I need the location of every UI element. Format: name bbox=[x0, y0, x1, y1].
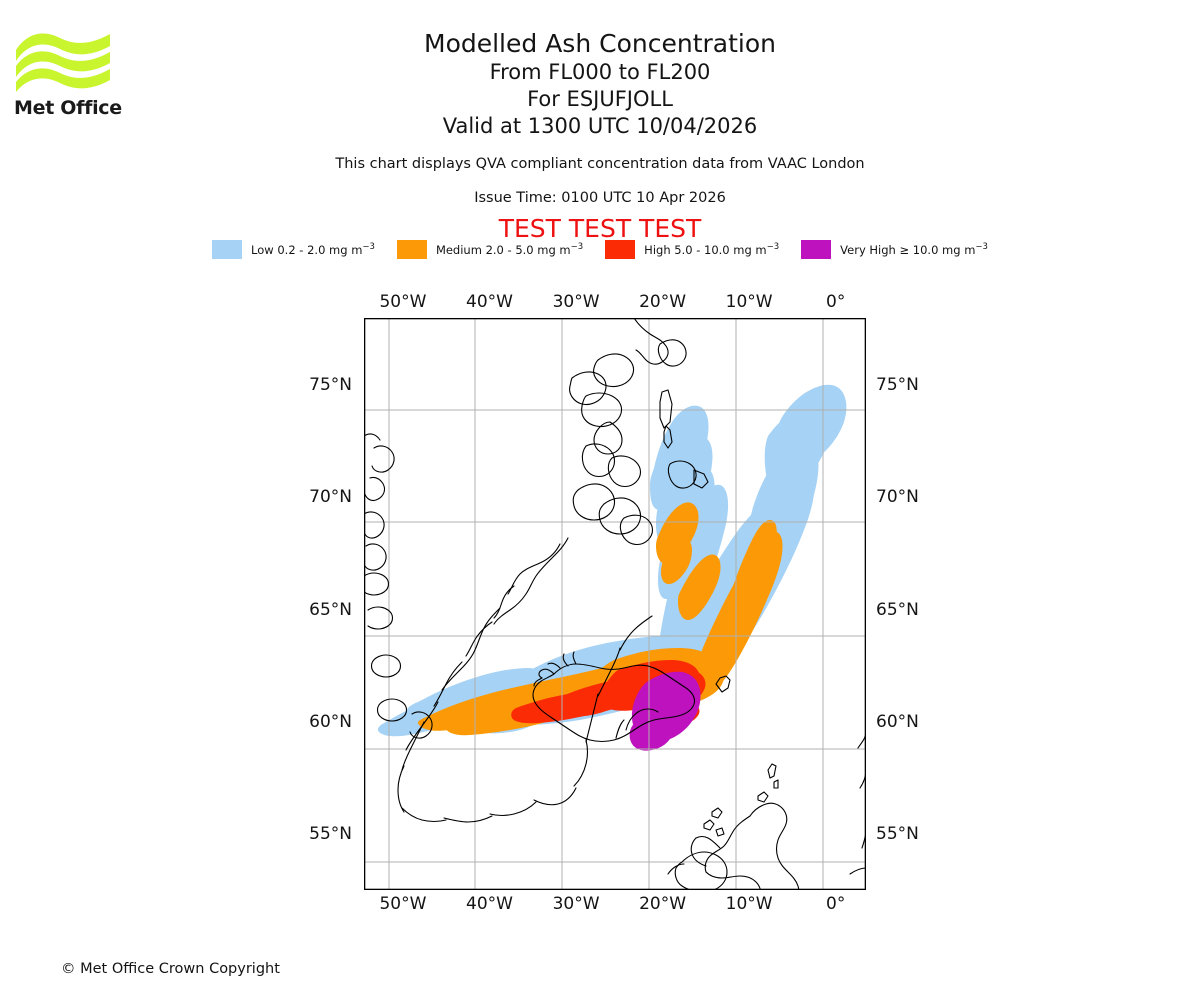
legend-swatch-high bbox=[605, 240, 636, 259]
legend-item-very-high: Very High ≥ 10.0 mg m−3 bbox=[801, 240, 988, 259]
longitude-axis-top: 50°W 40°W 30°W 20°W 10°W 0° bbox=[364, 292, 866, 314]
lon-tick-bottom-0: 50°W bbox=[379, 894, 427, 914]
ash-concentration-map[interactable] bbox=[364, 318, 866, 890]
lon-tick-top-0: 50°W bbox=[379, 292, 427, 312]
legend-label-very-high: Very High ≥ 10.0 mg m−3 bbox=[840, 242, 988, 257]
qva-note: This chart displays QVA compliant concen… bbox=[335, 156, 865, 172]
lon-tick-top-2: 30°W bbox=[552, 292, 600, 312]
title-line-2: From FL000 to FL200 bbox=[489, 60, 711, 84]
page-title: Modelled Ash Concentration From FL000 to… bbox=[0, 28, 1200, 140]
concentration-legend: Low 0.2 - 2.0 mg m−3 Medium 2.0 - 5.0 mg … bbox=[0, 240, 1200, 259]
lon-tick-bottom-4: 10°W bbox=[725, 894, 773, 914]
map-frame bbox=[364, 318, 866, 890]
lat-tick-left-0: 75°N bbox=[309, 375, 352, 396]
lon-tick-top-1: 40°W bbox=[466, 292, 513, 312]
lon-tick-bottom-1: 40°W bbox=[466, 894, 513, 914]
lat-tick-right-2: 65°N bbox=[876, 599, 919, 620]
legend-swatch-low bbox=[212, 240, 243, 259]
title-line-3: For ESJUFJOLL bbox=[527, 87, 673, 111]
lat-tick-left-2: 65°N bbox=[309, 599, 352, 620]
title-line-1: Modelled Ash Concentration bbox=[424, 29, 776, 58]
map-canvas bbox=[364, 318, 866, 890]
legend-item-low: Low 0.2 - 2.0 mg m−3 bbox=[212, 240, 375, 259]
lat-tick-left-1: 70°N bbox=[309, 487, 352, 508]
test-banner: TEST TEST TEST bbox=[498, 214, 702, 243]
lat-tick-right-3: 60°N bbox=[876, 711, 919, 732]
legend-label-medium: Medium 2.0 - 5.0 mg m−3 bbox=[435, 242, 584, 257]
legend-item-high: High 5.0 - 10.0 mg m−3 bbox=[605, 240, 779, 259]
legend-label-high: High 5.0 - 10.0 mg m−3 bbox=[644, 242, 780, 257]
lon-tick-top-5: 0° bbox=[826, 292, 846, 312]
legend-swatch-medium bbox=[396, 240, 427, 259]
lat-tick-right-0: 75°N bbox=[876, 375, 919, 396]
copyright-notice: © Met Office Crown Copyright bbox=[61, 961, 280, 977]
latitude-axis-right: 75°N 70°N 65°N 60°N 55°N bbox=[876, 318, 996, 890]
met-office-wordmark: Met Office bbox=[14, 97, 122, 119]
lon-tick-bottom-3: 20°W bbox=[639, 894, 687, 914]
lat-tick-left-3: 60°N bbox=[309, 711, 352, 732]
graticule bbox=[364, 318, 866, 890]
lon-tick-top-4: 10°W bbox=[725, 292, 773, 312]
lon-tick-bottom-2: 30°W bbox=[552, 894, 600, 914]
coastlines bbox=[364, 318, 866, 890]
met-office-logo: Met Office bbox=[14, 26, 134, 119]
lon-tick-bottom-5: 0° bbox=[826, 894, 846, 914]
lat-tick-left-4: 55°N bbox=[309, 823, 352, 844]
issue-time: Issue Time: 0100 UTC 10 Apr 2026 bbox=[474, 190, 726, 206]
lon-tick-top-3: 20°W bbox=[639, 292, 687, 312]
lat-tick-right-1: 70°N bbox=[876, 487, 919, 508]
longitude-axis-bottom: 50°W 40°W 30°W 20°W 10°W 0° bbox=[364, 894, 866, 916]
title-line-4: Valid at 1300 UTC 10/04/2026 bbox=[442, 114, 758, 138]
lat-tick-right-4: 55°N bbox=[876, 823, 919, 844]
legend-label-low: Low 0.2 - 2.0 mg m−3 bbox=[251, 242, 375, 257]
waves-icon bbox=[16, 33, 110, 92]
map-background bbox=[364, 318, 866, 890]
legend-swatch-very-high bbox=[801, 240, 832, 259]
legend-item-medium: Medium 2.0 - 5.0 mg m−3 bbox=[396, 240, 584, 259]
latitude-axis-left: 75°N 70°N 65°N 60°N 55°N bbox=[240, 318, 352, 890]
